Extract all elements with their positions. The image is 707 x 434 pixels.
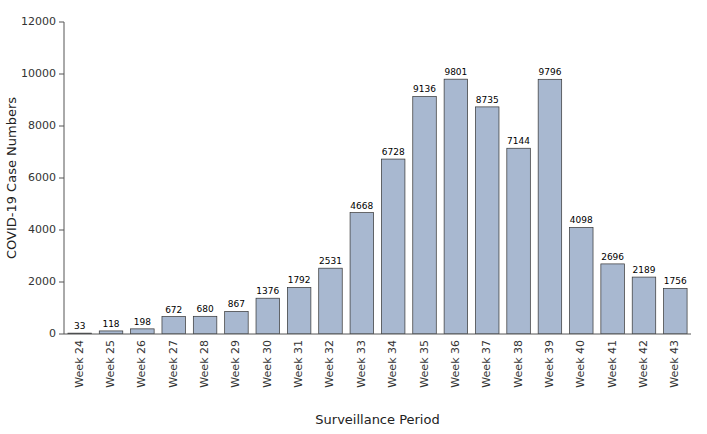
y-axis: 0 2000 4000 6000 8000 10000 12000	[21, 15, 64, 340]
bar	[162, 317, 186, 334]
y-tick-label: 4000	[28, 223, 56, 236]
x-tick-label: Week 40	[574, 340, 587, 388]
data-label: 2189	[633, 265, 656, 275]
bar	[444, 79, 468, 334]
data-label: 4668	[350, 201, 373, 211]
data-label: 9801	[444, 67, 467, 77]
bar	[538, 79, 562, 334]
y-axis-label: COVID-19 Case Numbers	[4, 97, 19, 259]
data-label: 7144	[507, 136, 530, 146]
data-label: 8735	[476, 95, 499, 105]
data-label: 33	[74, 321, 85, 331]
x-tick-label: Week 34	[386, 340, 399, 388]
chart-container: 33 118 198 672 680 867 1376 1792 2531 4668 6728 913…	[0, 0, 707, 434]
y-tick-label: 8000	[28, 119, 56, 132]
x-tick-label: Week 38	[512, 340, 525, 388]
x-tick-label: Week 25	[104, 340, 117, 388]
y-tick-label: 12000	[21, 15, 56, 28]
y-tick	[59, 230, 64, 231]
y-tick	[59, 334, 64, 335]
data-label: 9796	[538, 67, 561, 77]
x-tick-label: Week 43	[668, 340, 681, 388]
x-tick-label: Week 30	[261, 340, 274, 388]
x-tick-label: Week 28	[198, 340, 211, 388]
bar	[131, 329, 155, 334]
bar	[225, 311, 249, 334]
data-label: 1756	[664, 276, 687, 286]
bar	[193, 316, 217, 334]
data-label: 672	[165, 305, 182, 315]
y-tick-label: 10000	[21, 67, 56, 80]
x-tick-label: Week 32	[323, 340, 336, 388]
bar	[601, 264, 625, 334]
x-tick-label: Week 31	[292, 340, 305, 388]
x-tick-label: Week 36	[449, 340, 462, 388]
data-label: 1792	[288, 275, 311, 285]
data-label: 2696	[601, 252, 624, 262]
x-tick-label: Week 42	[637, 340, 650, 388]
data-label: 867	[228, 299, 245, 309]
y-tick	[59, 22, 64, 23]
data-label: 2531	[319, 256, 342, 266]
y-tick	[59, 126, 64, 127]
bar	[256, 298, 280, 334]
y-tick-label: 0	[49, 327, 56, 340]
data-label: 198	[134, 317, 151, 327]
bar	[570, 227, 594, 334]
data-label: 4098	[570, 215, 593, 225]
data-labels: 33 118 198 672 680 867 1376 1792 2531 4668 6728 913…	[74, 67, 687, 331]
x-tick-label: Week 27	[167, 340, 180, 388]
data-label: 6728	[382, 147, 405, 157]
bar	[319, 268, 343, 334]
bar	[632, 277, 656, 334]
y-tick	[59, 74, 64, 75]
bar	[350, 213, 374, 334]
chart: 33 118 198 672 680 867 1376 1792 2531 4668 6728 913…	[0, 0, 707, 434]
y-tick-label: 6000	[28, 171, 56, 184]
x-axis: Week 24 Week 25 Week 26 Week 27 Week 28 Week …	[64, 334, 691, 388]
y-tick	[59, 282, 64, 283]
x-tick-label: Week 35	[418, 340, 431, 388]
bar	[287, 287, 311, 334]
x-tick-label: Week 29	[229, 340, 242, 388]
x-tick-label: Week 26	[135, 340, 148, 388]
x-tick-label: Week 24	[73, 340, 86, 388]
bar	[413, 96, 437, 334]
data-label: 1376	[256, 286, 279, 296]
x-tick-label: Week 37	[480, 340, 493, 388]
data-label: 9136	[413, 84, 436, 94]
bar	[507, 148, 531, 334]
bars	[68, 79, 687, 334]
x-tick-label: Week 41	[606, 340, 619, 388]
x-axis-line	[64, 334, 691, 335]
bar	[664, 288, 688, 334]
y-tick-label: 2000	[28, 275, 56, 288]
bar	[475, 107, 499, 334]
y-tick	[59, 178, 64, 179]
data-label: 118	[102, 319, 119, 329]
x-axis-label: Surveillance Period	[315, 412, 439, 427]
x-tick-label: Week 33	[355, 340, 368, 388]
bar	[381, 159, 405, 334]
x-tick-label: Week 39	[543, 340, 556, 388]
data-label: 680	[196, 304, 213, 314]
